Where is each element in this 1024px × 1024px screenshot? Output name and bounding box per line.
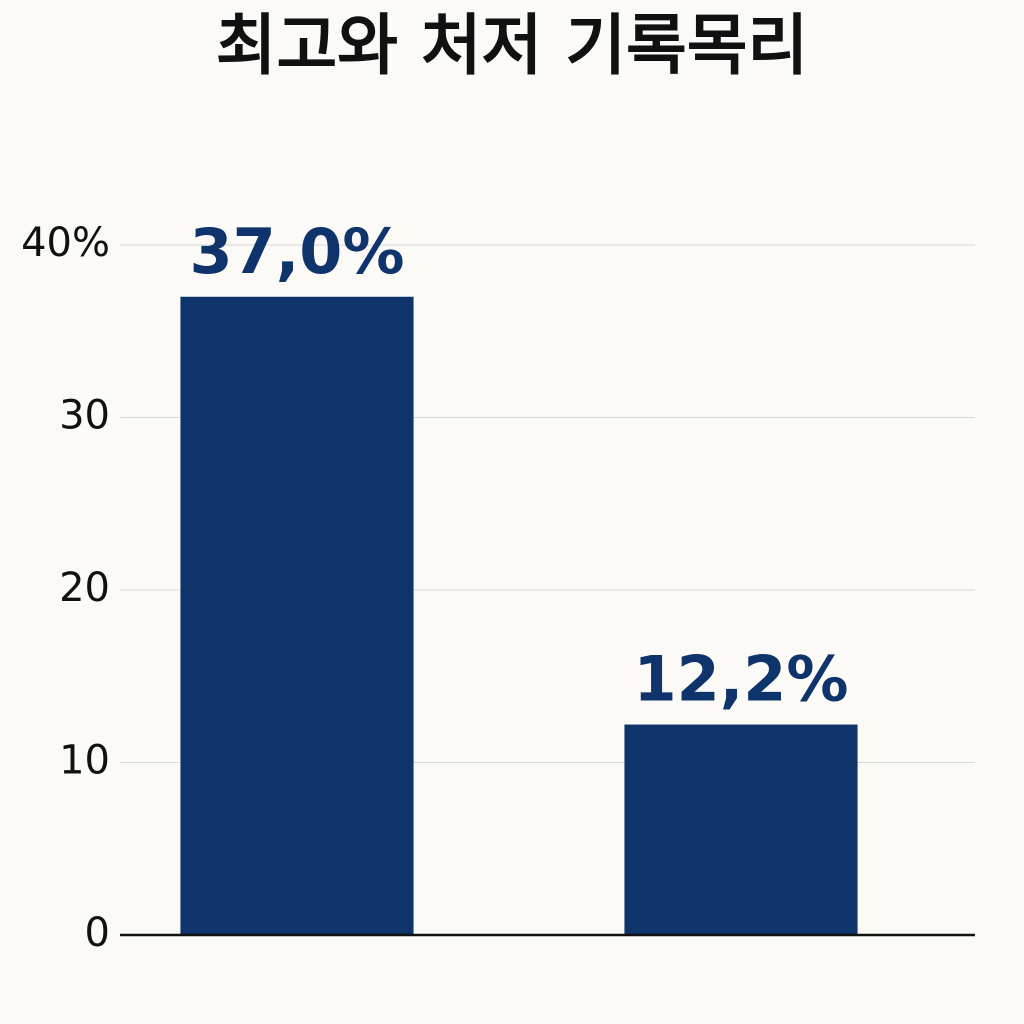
chart-title: 최고와 처저 기록목리: [216, 7, 808, 84]
y-tick-label: 40%: [21, 220, 110, 266]
value-label: 37,0%: [189, 215, 404, 288]
bar: [624, 724, 858, 935]
y-tick-label: 20: [59, 565, 110, 611]
bar: [180, 296, 414, 935]
value-label: 12,2%: [633, 643, 848, 716]
y-tick-label: 10: [59, 738, 110, 784]
y-tick-label: 0: [85, 910, 110, 956]
y-tick-label: 30: [59, 393, 110, 439]
